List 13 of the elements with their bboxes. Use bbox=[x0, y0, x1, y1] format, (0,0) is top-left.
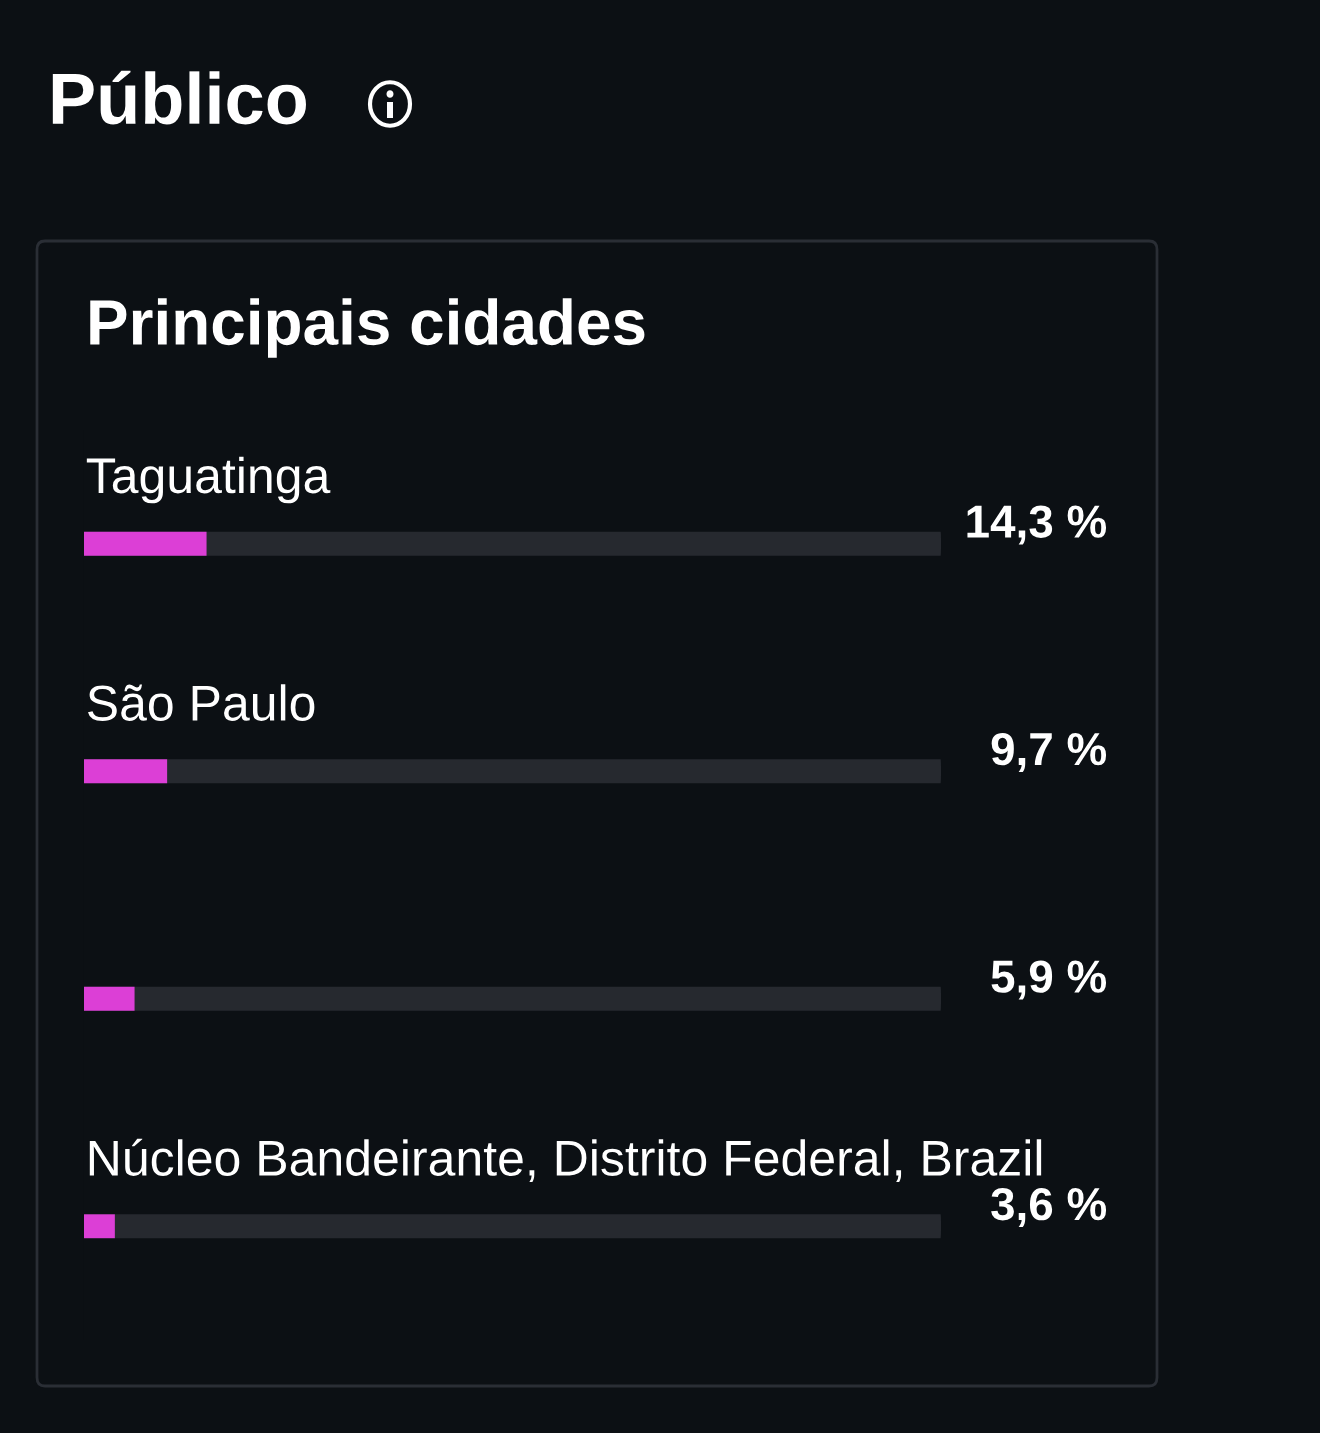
y-tick-label: Núcleo Bandeirante, Distrito Federal, Brazil bbox=[89, 1138, 1042, 1182]
data-label: 9,7 % bbox=[991, 732, 1107, 772]
chart-title: Público bbox=[52, 70, 306, 125]
data-label: 14,3 % bbox=[967, 505, 1107, 545]
data-label: 5,9 % bbox=[991, 960, 1107, 1000]
y-tick-label: São Paulo bbox=[87, 684, 315, 721]
bar bbox=[84, 986, 135, 1011]
y-tick-label: Taguatinga bbox=[86, 456, 331, 504]
bar bbox=[84, 531, 207, 556]
data-label: 3,6 % bbox=[991, 1187, 1107, 1227]
bar bbox=[84, 759, 168, 784]
chart-subtitle: Principais cidades bbox=[90, 298, 645, 358]
bar bbox=[84, 1214, 115, 1239]
